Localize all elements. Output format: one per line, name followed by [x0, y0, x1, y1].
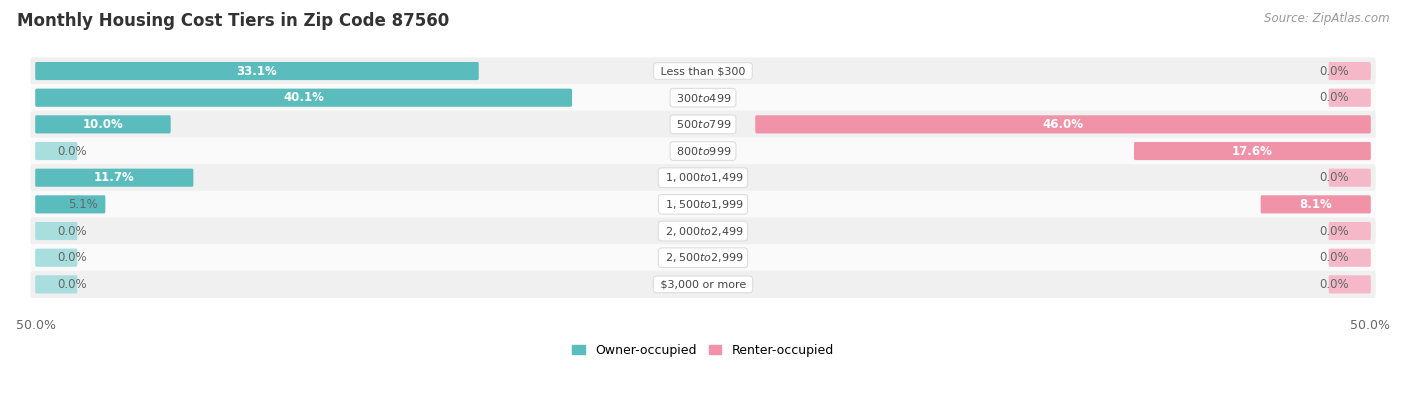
FancyBboxPatch shape: [31, 137, 1375, 165]
Text: 0.0%: 0.0%: [58, 251, 87, 264]
FancyBboxPatch shape: [1329, 62, 1371, 80]
Text: 5.1%: 5.1%: [67, 198, 97, 211]
Text: Less than $300: Less than $300: [657, 66, 749, 76]
Text: Source: ZipAtlas.com: Source: ZipAtlas.com: [1264, 12, 1389, 25]
Text: $3,000 or more: $3,000 or more: [657, 279, 749, 289]
FancyBboxPatch shape: [1329, 249, 1371, 267]
Text: 33.1%: 33.1%: [236, 64, 277, 78]
FancyBboxPatch shape: [755, 115, 1371, 134]
FancyBboxPatch shape: [31, 84, 1375, 111]
Text: $500 to $799: $500 to $799: [673, 118, 733, 130]
FancyBboxPatch shape: [35, 249, 77, 267]
Text: $1,000 to $1,499: $1,000 to $1,499: [662, 171, 744, 184]
Text: $1,500 to $1,999: $1,500 to $1,999: [662, 198, 744, 211]
Text: 0.0%: 0.0%: [58, 144, 87, 158]
Text: $2,500 to $2,999: $2,500 to $2,999: [662, 251, 744, 264]
FancyBboxPatch shape: [31, 271, 1375, 298]
FancyBboxPatch shape: [35, 168, 194, 187]
Text: 0.0%: 0.0%: [1319, 225, 1348, 237]
Text: $300 to $499: $300 to $499: [673, 92, 733, 104]
FancyBboxPatch shape: [35, 115, 170, 134]
Text: 11.7%: 11.7%: [94, 171, 135, 184]
Text: $2,000 to $2,499: $2,000 to $2,499: [662, 225, 744, 237]
Text: Monthly Housing Cost Tiers in Zip Code 87560: Monthly Housing Cost Tiers in Zip Code 8…: [17, 12, 449, 30]
FancyBboxPatch shape: [35, 222, 77, 240]
FancyBboxPatch shape: [35, 142, 77, 160]
FancyBboxPatch shape: [35, 89, 572, 107]
Text: 0.0%: 0.0%: [1319, 251, 1348, 264]
Text: 46.0%: 46.0%: [1042, 118, 1084, 131]
Text: 10.0%: 10.0%: [83, 118, 124, 131]
Text: 8.1%: 8.1%: [1299, 198, 1331, 211]
Text: $800 to $999: $800 to $999: [673, 145, 733, 157]
FancyBboxPatch shape: [1261, 195, 1371, 213]
Text: 0.0%: 0.0%: [58, 278, 87, 291]
Text: 0.0%: 0.0%: [58, 225, 87, 237]
FancyBboxPatch shape: [1329, 168, 1371, 187]
FancyBboxPatch shape: [35, 62, 478, 80]
FancyBboxPatch shape: [1329, 89, 1371, 107]
Text: 0.0%: 0.0%: [1319, 171, 1348, 184]
FancyBboxPatch shape: [35, 195, 105, 213]
Text: 0.0%: 0.0%: [1319, 64, 1348, 78]
Text: 40.1%: 40.1%: [283, 91, 323, 104]
FancyBboxPatch shape: [1329, 275, 1371, 293]
Text: 0.0%: 0.0%: [1319, 91, 1348, 104]
FancyBboxPatch shape: [35, 275, 77, 293]
FancyBboxPatch shape: [31, 217, 1375, 244]
FancyBboxPatch shape: [31, 164, 1375, 191]
FancyBboxPatch shape: [1135, 142, 1371, 160]
Legend: Owner-occupied, Renter-occupied: Owner-occupied, Renter-occupied: [568, 339, 838, 362]
FancyBboxPatch shape: [31, 191, 1375, 218]
Text: 0.0%: 0.0%: [1319, 278, 1348, 291]
Text: 17.6%: 17.6%: [1232, 144, 1272, 158]
FancyBboxPatch shape: [1329, 222, 1371, 240]
FancyBboxPatch shape: [31, 57, 1375, 85]
FancyBboxPatch shape: [31, 244, 1375, 271]
FancyBboxPatch shape: [31, 111, 1375, 138]
